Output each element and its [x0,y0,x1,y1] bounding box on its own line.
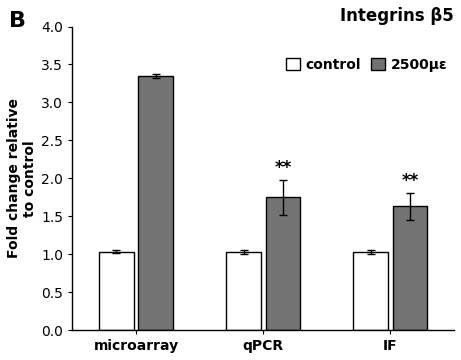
Y-axis label: Fold change relative
to control: Fold change relative to control [7,98,37,258]
Text: **: ** [274,159,291,177]
Legend: control, 2500με: control, 2500με [286,58,447,72]
Bar [354,252,388,330]
Text: Integrins β5: Integrins β5 [340,7,454,25]
Bar [99,252,134,330]
Bar [266,197,300,330]
Text: **: ** [402,172,419,190]
Bar [393,206,427,330]
Bar [226,252,261,330]
Bar [138,76,173,330]
Text: B: B [9,11,26,31]
